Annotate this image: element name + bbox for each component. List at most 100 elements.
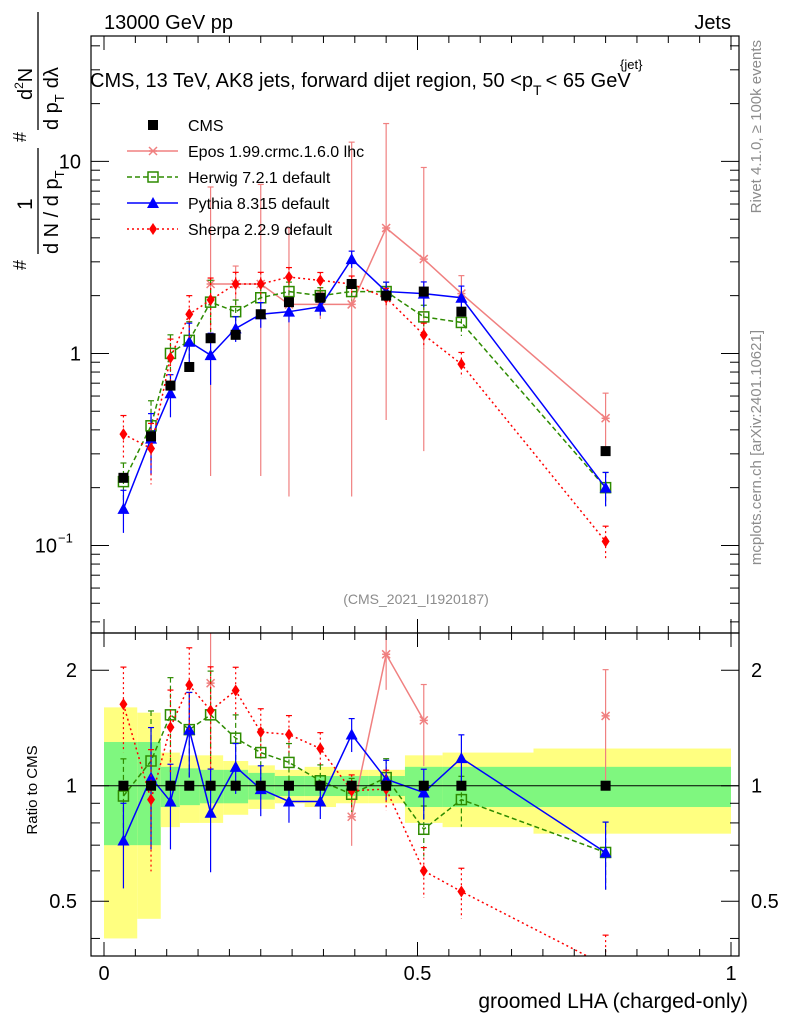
lower-point-4-7 bbox=[284, 728, 293, 741]
upper-point-4-2 bbox=[166, 351, 175, 364]
lower-point-2-12 bbox=[455, 793, 468, 806]
upper-line-1 bbox=[210, 226, 607, 419]
lower-point-3-7 bbox=[282, 795, 295, 807]
upper-point-4-13 bbox=[601, 535, 610, 548]
ylabel-d2n: d2N bbox=[12, 68, 37, 100]
legend-label-4: Sherpa 2.2.9 default bbox=[188, 222, 333, 239]
lower-point-3-9 bbox=[345, 728, 358, 740]
x-axis-label: groomed LHA (charged-only) bbox=[478, 990, 748, 1013]
lower-point-4-1 bbox=[147, 793, 156, 806]
upper-point-3-7 bbox=[282, 305, 295, 317]
lower-point-2-11 bbox=[418, 823, 430, 836]
lower-point-4-3 bbox=[185, 678, 194, 691]
upper-point-4-8 bbox=[316, 274, 325, 287]
upper-point-3-9 bbox=[345, 253, 358, 265]
legend: CMS Epos 1.99.crmc.1.6.0 lhc Herwig 7.2.1 … bbox=[127, 118, 364, 239]
lower-point-3-4 bbox=[204, 806, 217, 818]
lower-point-3-8 bbox=[314, 795, 327, 807]
legend-marker-3 bbox=[147, 197, 159, 208]
upper-point-1-9 bbox=[347, 299, 357, 309]
upper-series-0 bbox=[118, 278, 611, 483]
lower-y-label-left-2: 2 bbox=[66, 660, 77, 682]
rivet-label: Rivet 4.1.0, ≥ 100k events bbox=[748, 40, 765, 213]
upper-point-0-12 bbox=[456, 306, 467, 317]
upper-point-3-12 bbox=[455, 291, 468, 303]
legend-label-3: Pythia 8.315 default bbox=[188, 196, 330, 213]
ylabel-hash-1: # bbox=[10, 260, 30, 270]
lower-point-4-12 bbox=[457, 885, 466, 898]
upper-point-4-0 bbox=[119, 428, 128, 441]
upper-point-2-11 bbox=[418, 311, 430, 323]
lower-series-4 bbox=[119, 647, 609, 956]
legend-marker-2 bbox=[147, 171, 159, 183]
upper-y-label: # 1 d N / d pT # d2N d pTdλ bbox=[10, 12, 67, 270]
upper-point-0-9 bbox=[346, 278, 357, 289]
y-tick-label-0.1: 10 bbox=[35, 535, 57, 557]
lower-y-label-right-0: 0.5 bbox=[751, 891, 779, 913]
lower-line-4 bbox=[122, 683, 589, 956]
lower-point-4-5 bbox=[231, 684, 240, 697]
y-tick-label-10: 10 bbox=[59, 151, 81, 173]
y-tick-label-0.1-exp: −1 bbox=[58, 530, 73, 545]
upper-point-2-7 bbox=[283, 285, 295, 298]
header-category: Jets bbox=[694, 12, 731, 34]
band-inner-13 bbox=[533, 766, 731, 808]
lower-point-3-1 bbox=[145, 771, 158, 783]
lower-point-1-10 bbox=[381, 649, 391, 659]
upper-point-3-4 bbox=[204, 349, 217, 361]
header-energy: 13000 GeV pp bbox=[104, 12, 233, 34]
lower-point-2-0 bbox=[117, 790, 130, 802]
plot-title-superscript: {jet} bbox=[620, 57, 643, 72]
upper-point-4-5 bbox=[231, 277, 240, 290]
band-inner-1 bbox=[137, 741, 161, 846]
x-tick-label-1: 0.5 bbox=[404, 963, 432, 985]
lower-point-1-13 bbox=[601, 711, 611, 721]
lower-point-3-2 bbox=[164, 795, 177, 807]
legend-label-2: Herwig 7.2.1 default bbox=[188, 170, 331, 187]
upper-series-3 bbox=[117, 250, 612, 533]
lower-line-2 bbox=[122, 713, 606, 854]
lower-point-3-13 bbox=[599, 846, 612, 858]
ylabel-dndpt: d N / d pT bbox=[41, 170, 67, 254]
upper-line-4 bbox=[123, 276, 607, 542]
upper-point-0-4 bbox=[205, 333, 216, 344]
upper-point-1-13 bbox=[601, 413, 611, 423]
lower-point-4-6 bbox=[256, 726, 265, 739]
upper-point-4-1 bbox=[147, 442, 156, 455]
lower-point-3-5 bbox=[229, 760, 242, 772]
upper-point-4-3 bbox=[185, 308, 194, 321]
legend-marker-4 bbox=[149, 223, 157, 235]
lower-y-label-right-1: 1 bbox=[751, 776, 762, 798]
upper-point-0-5 bbox=[230, 329, 241, 340]
upper-point-1-11 bbox=[419, 254, 429, 264]
lower-point-4-2 bbox=[166, 721, 175, 734]
upper-point-4-12 bbox=[457, 358, 466, 371]
band-inner-0 bbox=[104, 741, 138, 846]
upper-point-3-8 bbox=[314, 300, 327, 312]
legend-label-0: CMS bbox=[188, 118, 224, 135]
mcplots-label: mcplots.cern.ch [arXiv:2401.10621] bbox=[748, 330, 765, 565]
lower-point-4-0 bbox=[119, 698, 128, 711]
upper-point-0-8 bbox=[315, 292, 326, 303]
upper-point-0-13 bbox=[600, 446, 611, 457]
plot-title: CMS, 13 TeV, AK8 jets, forward dijet reg… bbox=[90, 70, 631, 98]
legend-marker-1 bbox=[148, 146, 158, 156]
upper-series-4 bbox=[119, 266, 610, 560]
ylabel-dptdl: d pTdλ bbox=[41, 67, 67, 130]
upper-point-3-2 bbox=[164, 387, 177, 399]
upper-line-2 bbox=[122, 290, 607, 489]
lower-frame bbox=[90, 632, 740, 957]
upper-point-3-0 bbox=[117, 502, 130, 514]
lower-y-label-left-0: 0.5 bbox=[49, 891, 77, 913]
lower-y-label-left-1: 1 bbox=[66, 776, 77, 798]
lower-point-4-4 bbox=[206, 704, 215, 717]
lower-y-label-right-2: 2 bbox=[751, 660, 762, 682]
uncertainty-bands bbox=[104, 707, 731, 939]
upper-point-3-13 bbox=[599, 481, 612, 493]
upper-point-0-11 bbox=[418, 286, 429, 297]
legend-marker-0 bbox=[148, 120, 158, 130]
upper-line-3 bbox=[122, 257, 607, 510]
upper-point-4-4 bbox=[206, 293, 215, 306]
lower-point-1-9 bbox=[347, 812, 357, 822]
